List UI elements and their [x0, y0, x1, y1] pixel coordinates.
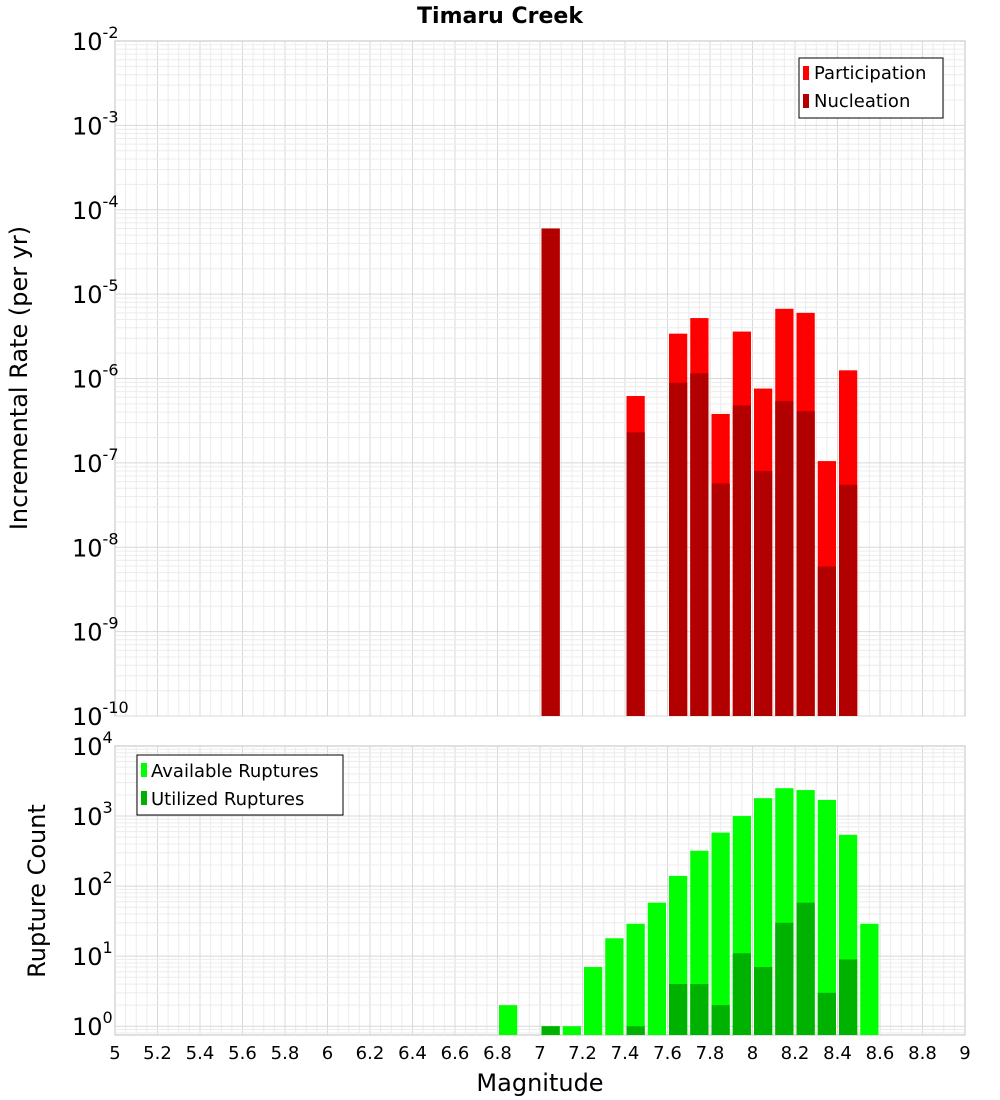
bar-utilized-ruptures [732, 953, 751, 1035]
y-tick-label: 104 [72, 728, 113, 761]
bar-utilized-ruptures [626, 1026, 645, 1035]
y-tick-label: 100 [72, 1008, 113, 1041]
bar-available-ruptures [584, 967, 603, 1035]
top-gridlines [115, 41, 965, 717]
bar-utilized-ruptures [711, 1005, 730, 1035]
x-tick-label: 5 [109, 1043, 120, 1064]
x-tick-label: 8.6 [866, 1043, 895, 1064]
bar-available-ruptures [860, 923, 879, 1035]
bottom-legend-box [136, 754, 344, 816]
legend-swatch-participation [803, 66, 809, 80]
bar-nucleation [796, 411, 815, 716]
x-tick-label: 8 [747, 1043, 758, 1064]
bottom-y-axis-label: Rupture Count [23, 804, 51, 978]
x-tick-label: 7.2 [568, 1043, 597, 1064]
y-tick-label: 10-4 [72, 192, 119, 225]
bar-utilized-ruptures [796, 902, 815, 1035]
bar-nucleation [817, 566, 836, 716]
bar-nucleation [669, 382, 688, 716]
bar-utilized-ruptures [754, 967, 773, 1035]
x-tick-label: 7 [534, 1043, 545, 1064]
bar-utilized-ruptures [817, 992, 836, 1035]
x-tick-label: 8.2 [781, 1043, 810, 1064]
bar-available-ruptures [605, 938, 624, 1035]
bottom-panel: 100 101 102 103 104 Rupture Count Available … [23, 728, 966, 1041]
bar-nucleation [839, 484, 858, 716]
x-tick-label: 5.6 [228, 1043, 257, 1064]
x-tick-label: 5.4 [186, 1043, 215, 1064]
bar-available-ruptures [499, 1005, 518, 1035]
bar-nucleation [775, 401, 794, 716]
x-tick-label: 6.8 [483, 1043, 512, 1064]
x-axis-label: Magnitude [476, 1069, 603, 1097]
y-tick-label: 10-2 [72, 23, 119, 56]
bar-utilized-ruptures [669, 984, 688, 1035]
x-tick-label: 6.4 [398, 1043, 427, 1064]
x-tick-label: 5.8 [271, 1043, 300, 1064]
y-tick-label: 102 [72, 868, 113, 901]
bar-utilized-ruptures [839, 959, 858, 1035]
y-tick-label: 101 [72, 938, 113, 971]
top-panel: 10-10 10-9 10-8 10-7 10-6 10-5 10-4 10-3 10-2 In… [5, 23, 966, 731]
bar-utilized-ruptures [690, 984, 709, 1035]
y-tick-label: 10-6 [72, 361, 119, 394]
legend-swatch-available [141, 763, 147, 777]
bottom-bars [499, 788, 879, 1035]
x-tick-labels: 5 5.2 5.4 5.6 5.8 6 6.2 6.4 6.6 6.8 7 7.2 7.4 7.6 7.8 8… [109, 1043, 970, 1064]
x-tick-label: 8.8 [908, 1043, 937, 1064]
y-tick-label: 10-8 [72, 529, 119, 562]
x-tick-label: 6.2 [356, 1043, 385, 1064]
legend-label-participation: Participation [814, 63, 926, 84]
bar-nucleation [732, 405, 751, 716]
y-tick-label: 10-7 [72, 445, 119, 478]
y-tick-label: 103 [72, 798, 113, 831]
bar-available-ruptures [817, 799, 836, 1035]
top-y-tick-labels: 10-10 10-9 10-8 10-7 10-6 10-5 10-4 10-3 10-2 [72, 23, 129, 731]
legend-label-nucleation: Nucleation [814, 91, 910, 112]
legend-label-utilized: Utilized Ruptures [151, 789, 304, 810]
x-tick-label: 6.6 [441, 1043, 470, 1064]
bar-utilized-ruptures [775, 922, 794, 1035]
x-tick-label: 6 [322, 1043, 333, 1064]
bar-available-ruptures [562, 1026, 581, 1035]
bar-nucleation [690, 373, 709, 716]
bar-nucleation [626, 432, 645, 716]
top-y-axis-label: Incremental Rate (per yr) [5, 226, 33, 530]
y-tick-label: 10-10 [72, 698, 129, 731]
x-tick-label: 7.8 [696, 1043, 725, 1064]
y-tick-label: 10-9 [72, 614, 119, 647]
bar-available-ruptures [626, 923, 645, 1035]
chart-title: Timaru Creek [417, 4, 584, 29]
bottom-legend: Available Ruptures Utilized Ruptures [136, 754, 344, 816]
bar-available-ruptures [711, 832, 730, 1035]
y-tick-label: 10-5 [72, 276, 119, 309]
x-tick-label: 9 [959, 1043, 970, 1064]
x-tick-label: 8.4 [823, 1043, 852, 1064]
legend-swatch-utilized [141, 791, 147, 805]
bar-utilized-ruptures [541, 1026, 560, 1035]
legend-swatch-nucleation [803, 94, 809, 108]
bar-nucleation [711, 483, 730, 716]
x-tick-label: 7.4 [611, 1043, 640, 1064]
top-bars [541, 228, 858, 716]
top-legend: Participation Nucleation [798, 57, 944, 119]
legend-label-available: Available Ruptures [151, 761, 319, 782]
top-legend-box [798, 57, 944, 119]
bar-available-ruptures [647, 902, 666, 1035]
x-tick-label: 7.6 [653, 1043, 682, 1064]
x-tick-label: 5.2 [143, 1043, 172, 1064]
bar-nucleation [541, 228, 560, 716]
bottom-y-tick-labels: 100 101 102 103 104 [72, 728, 113, 1041]
bar-nucleation [754, 471, 773, 716]
y-tick-label: 10-3 [72, 107, 119, 140]
